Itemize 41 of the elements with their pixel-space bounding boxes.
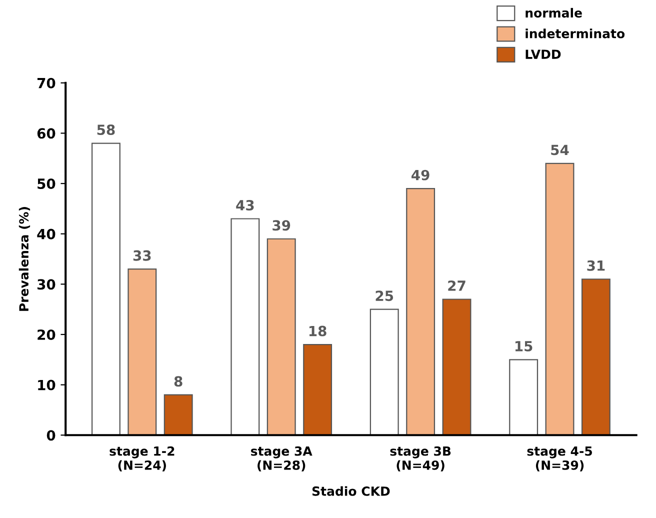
bar [128,268,157,436]
x-tick-label: stage 4-5 (N=39) [527,446,592,472]
x-tick-label: stage 3B (N=49) [390,446,451,472]
y-axis-title: Prevalenza (%) [18,207,30,311]
y-tick-label: 40 [37,228,56,240]
bar [406,188,436,436]
x-tick-label: stage 1-2 (N=24) [110,446,174,472]
data-label: 27 [448,280,466,291]
data-label: 54 [551,144,569,156]
data-label: 15 [515,341,532,352]
y-tick-label: 60 [37,128,56,139]
y-tick-label: 70 [37,78,56,88]
legend-label: LVDD [526,50,561,59]
bar [230,218,260,436]
x-axis-title: Stadio CKD [312,486,390,496]
y-tick-label: 0 [46,430,56,441]
bar [303,344,332,436]
y-tick-label: 50 [38,178,56,189]
bar [370,308,399,436]
y-tick-label: 20 [38,329,56,340]
data-label: 8 [174,376,182,387]
y-tick-label: 10 [38,380,56,390]
legend-label: normale [526,8,582,18]
data-label: 31 [587,260,605,271]
data-label: 58 [97,124,115,136]
data-label: 33 [133,250,151,261]
bar [91,142,120,436]
bar [442,298,472,436]
bar [581,278,610,436]
data-label: 49 [412,170,430,180]
bar [545,162,574,436]
legend-label: indeterminato [526,28,625,38]
x-tick-label: stage 3A (N=28) [251,446,312,472]
data-label: 39 [272,220,290,231]
data-label: 43 [236,200,254,210]
y-tick-label: 30 [37,279,56,290]
data-label: 18 [309,326,326,336]
bar [266,238,296,436]
bar [509,359,538,436]
bar [164,394,193,436]
data-label: 25 [376,290,394,302]
